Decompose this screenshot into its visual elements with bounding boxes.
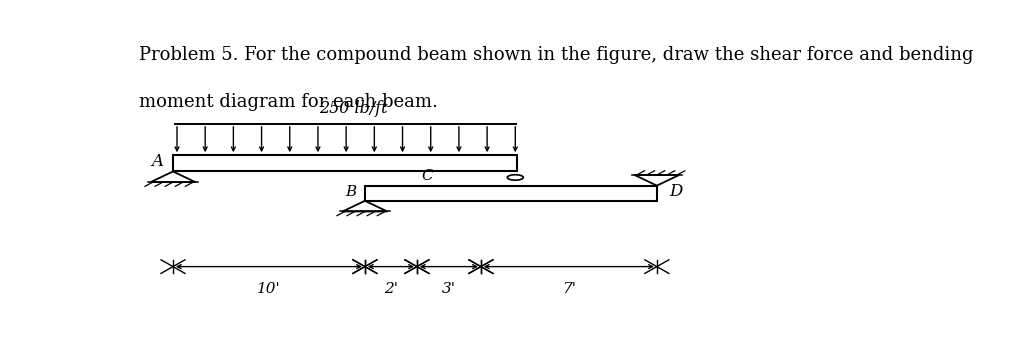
Text: 250 lb/ft: 250 lb/ft: [319, 100, 387, 117]
Text: 3': 3': [442, 282, 456, 295]
Text: 10': 10': [257, 282, 281, 295]
FancyBboxPatch shape: [365, 186, 657, 201]
Text: 7': 7': [561, 282, 576, 295]
Text: moment diagram for each beam.: moment diagram for each beam.: [138, 92, 438, 110]
FancyBboxPatch shape: [173, 155, 517, 172]
Text: B: B: [346, 185, 357, 199]
Text: D: D: [670, 183, 683, 201]
Text: C: C: [421, 169, 432, 183]
Text: A: A: [152, 154, 163, 170]
Text: Problem 5. For the compound beam shown in the figure, draw the shear force and b: Problem 5. For the compound beam shown i…: [138, 47, 973, 65]
Text: 2': 2': [384, 282, 398, 295]
Circle shape: [508, 175, 523, 180]
